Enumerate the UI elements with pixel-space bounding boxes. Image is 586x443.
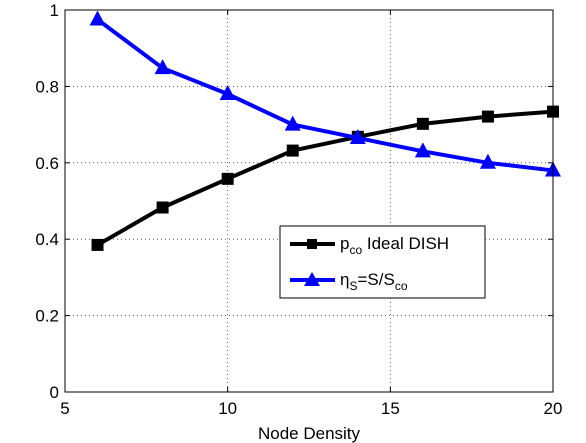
- series-line-1: [96, 17, 554, 173]
- legend-label-0: pco Ideal DISH: [340, 234, 449, 257]
- x-tick-label-2: 15: [381, 399, 400, 418]
- legend-swatch-marker-0: [307, 239, 317, 249]
- legend-label-0-sub: co: [349, 243, 362, 257]
- legend-label-1-rest: =S/S: [357, 270, 394, 289]
- x-axis-label: Node Density: [258, 424, 361, 443]
- series-0-point-2: [221, 172, 234, 185]
- legend-label-0-rest: Ideal DISH: [362, 234, 449, 253]
- axis-ticks: 5 10 15 20 0 0.2 0.4 0.6 0.8 1: [35, 1, 562, 418]
- legend-label-1-sub2: co: [395, 279, 408, 293]
- y-tick-label-1: 0.2: [35, 307, 59, 326]
- series-1-point-2: [219, 85, 236, 101]
- y-tick-label-4: 0.8: [35, 77, 59, 96]
- series-0-point-3: [286, 144, 299, 157]
- series-0-point-5: [416, 117, 429, 130]
- legend-label-0-main: p: [340, 234, 349, 253]
- series-0-point-1: [156, 201, 169, 214]
- x-tick-label-3: 20: [544, 399, 563, 418]
- legend-swatch-marker-1: [304, 272, 320, 286]
- grid-lines: [65, 10, 553, 392]
- series-1-point-3: [284, 115, 301, 131]
- plot-frame: [64, 9, 554, 393]
- series-0-point-6: [481, 110, 494, 123]
- y-tick-label-2: 0.4: [35, 230, 59, 249]
- legend-label-1: ηS=S/Sco: [340, 270, 408, 293]
- series-0-point-0: [91, 238, 104, 251]
- series-1-point-4: [349, 128, 366, 144]
- series-1-point-6: [479, 153, 496, 169]
- legend-label-1-sub: S: [349, 279, 357, 293]
- legend-label-1-main: η: [340, 270, 349, 289]
- series-1-point-5: [414, 142, 431, 158]
- series-line-0: [96, 109, 554, 247]
- series-layer: [89, 10, 561, 251]
- y-tick-label-0: 0: [50, 383, 59, 402]
- y-tick-label-5: 1: [50, 1, 59, 20]
- x-tick-label-0: 5: [60, 399, 69, 418]
- legend: pco Ideal DISH ηS=S/Sco: [279, 225, 486, 299]
- x-tick-label-1: 10: [218, 399, 237, 418]
- series-1-point-0: [89, 10, 106, 26]
- series-1-point-1: [154, 59, 171, 75]
- y-tick-label-3: 0.6: [35, 154, 59, 173]
